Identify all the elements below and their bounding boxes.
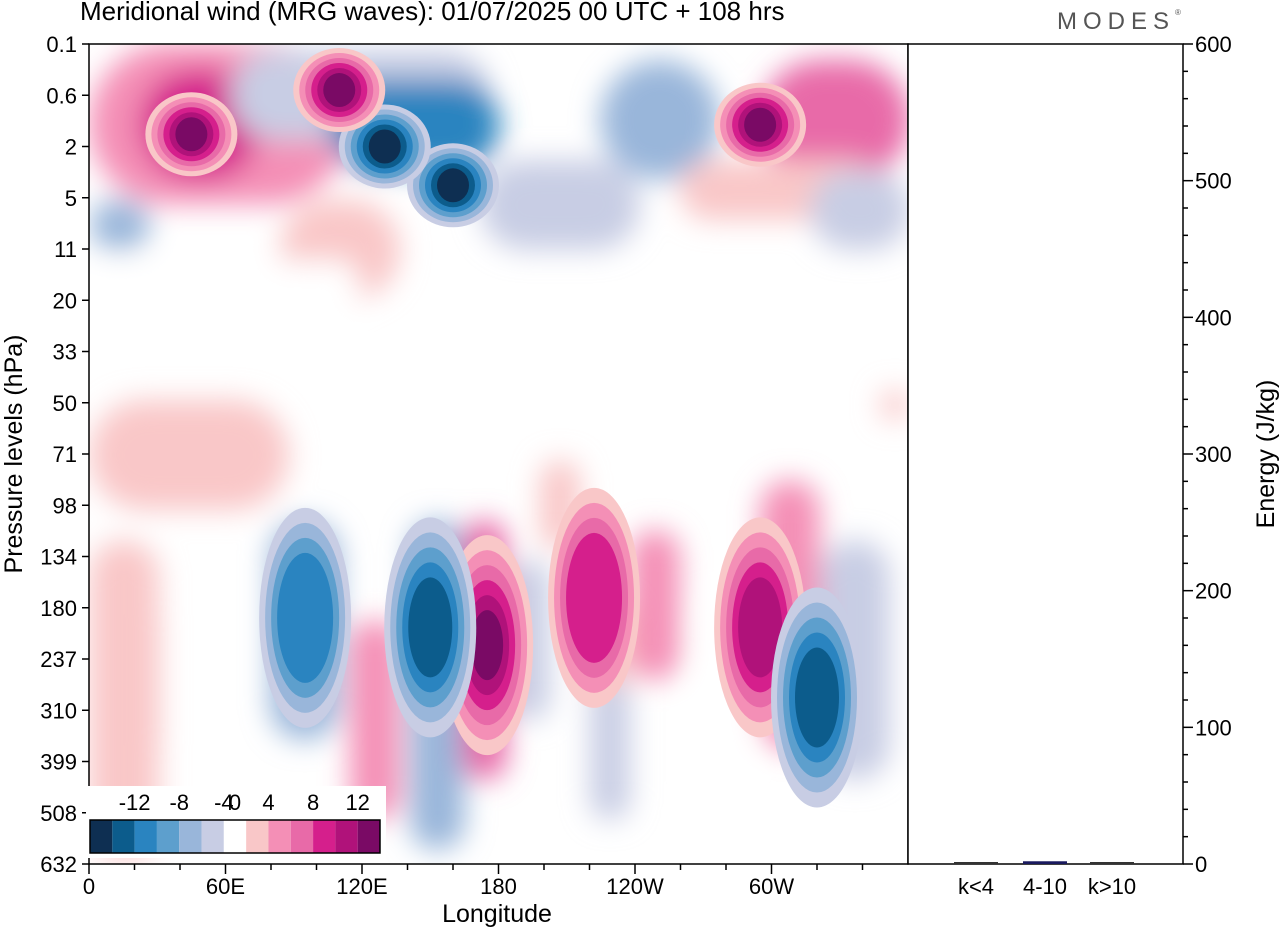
modes-logo: MODES®: [1057, 8, 1181, 35]
colorbar-cell: [335, 820, 358, 853]
colorbar-cell: [201, 820, 224, 853]
y-tick-label: 134: [40, 545, 77, 570]
pressure-axis: 0.1 0.6 2 5 11 20 33 50 71 98 134 180 237 310 399 508 63…: [40, 32, 89, 877]
energy-tick-label: 100: [1195, 715, 1232, 740]
heatmap-feature: [175, 117, 208, 152]
y-tick-label: 310: [40, 698, 77, 723]
y-tick-label: 71: [53, 442, 77, 467]
y-tick-label: 632: [40, 852, 77, 877]
energy-category-label: 4-10: [1023, 874, 1067, 899]
colorbar-tick-label: 0: [229, 790, 241, 815]
heatmap-feature: [408, 577, 453, 678]
colorbar: -12 -8 -40 4 8 12: [86, 786, 386, 858]
energy-axis-label: Energy (J/kg): [1252, 380, 1280, 529]
colorbar-cell: [179, 820, 202, 853]
colorbar-tick-label: -4: [214, 790, 234, 815]
energy-axis: 0 100 200 300 400 500 600: [1183, 32, 1232, 877]
colorbar-tick-label: -12: [119, 790, 151, 815]
energy-tick-label: 400: [1195, 305, 1232, 330]
heatmap-feature: [566, 532, 623, 663]
energy-tick-label: 600: [1195, 32, 1232, 57]
colorbar-cell: [112, 820, 135, 853]
energy-bar: [1023, 861, 1067, 864]
energy-category-label: k>10: [1088, 874, 1136, 899]
heatmap-feature: [795, 647, 839, 748]
x-tick-label: 120E: [336, 874, 387, 899]
x-tick-label: 60W: [749, 874, 794, 899]
y-tick-label: 237: [40, 647, 77, 672]
colorbar-tick-label: 4: [262, 790, 274, 815]
colorbar-cell: [290, 820, 314, 853]
heatmap-feature: [368, 129, 401, 164]
y-tick-label: 5: [65, 186, 77, 211]
heatmap-contours: [89, 44, 908, 860]
y-tick-label: 20: [53, 288, 77, 313]
y-tick-label: 0.6: [46, 83, 77, 108]
energy-panel: [907, 43, 1184, 865]
colorbar-cell: [134, 820, 157, 853]
y-tick-label: 33: [53, 340, 77, 365]
x-tick-label: 180: [480, 874, 517, 899]
energy-category-axis: k<4 4-10 k>10: [958, 874, 1136, 899]
heatmap-feature: [744, 107, 777, 142]
colorbar-tick-label: 8: [307, 790, 319, 815]
colorbar-cell: [268, 820, 291, 853]
energy-tick-label: 0: [1195, 852, 1207, 877]
heatmap-plot-area: [88, 43, 909, 865]
heatmap-feature: [277, 552, 334, 683]
x-tick-label: 0: [83, 874, 95, 899]
colorbar-cell: [357, 820, 380, 853]
y-tick-label: 508: [40, 801, 77, 826]
y-tick-label: 98: [53, 493, 77, 518]
x-tick-label: 60E: [206, 874, 245, 899]
heatmap-feature: [437, 168, 469, 203]
longitude-axis: 0 60E 120E 180 120W 60W: [83, 864, 864, 899]
heatmap-feature: [323, 73, 356, 108]
energy-bars: [954, 861, 1134, 864]
colorbar-tick-label: 12: [345, 790, 369, 815]
colorbar-cell: [246, 820, 269, 853]
y-tick-label: 399: [40, 750, 77, 775]
colorbar-tick-label: -8: [169, 790, 189, 815]
colorbar-cell: [156, 820, 180, 853]
energy-bar: [1090, 862, 1134, 864]
y-axis-label: Pressure levels (hPa): [0, 335, 28, 574]
heatmap-feature: [471, 610, 504, 681]
energy-tick-label: 300: [1195, 442, 1232, 467]
y-tick-label: 2: [65, 135, 77, 160]
x-tick-label: 120W: [606, 874, 664, 899]
y-tick-label: 50: [53, 391, 77, 416]
energy-bar: [954, 862, 998, 864]
energy-tick-label: 500: [1195, 169, 1232, 194]
chart-title: Meridional wind (MRG waves): 01/07/2025 …: [80, 0, 785, 26]
x-axis-label: Longitude: [442, 900, 552, 928]
energy-tick-label: 200: [1195, 579, 1232, 604]
colorbar-cell: [223, 820, 247, 853]
y-tick-label: 180: [40, 596, 77, 621]
y-tick-label: 0.1: [46, 32, 77, 57]
colorbar-cell: [313, 820, 336, 853]
heatmap-feature: [738, 577, 783, 678]
colorbar-cell: [90, 820, 113, 853]
y-tick-label: 11: [54, 237, 77, 262]
energy-category-label: k<4: [958, 874, 994, 899]
